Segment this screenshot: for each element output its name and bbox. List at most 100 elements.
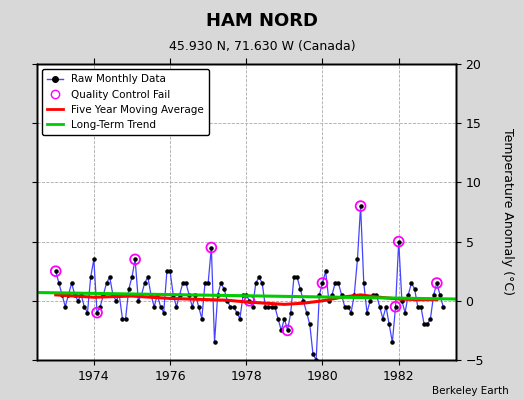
Point — [144, 274, 152, 280]
Point — [83, 310, 92, 316]
Point — [328, 292, 336, 298]
Point — [156, 304, 165, 310]
Point — [302, 310, 311, 316]
Point — [233, 310, 241, 316]
Point — [382, 304, 390, 310]
Point — [93, 310, 101, 316]
Point — [166, 268, 174, 274]
Point — [99, 292, 107, 298]
Point — [417, 304, 425, 310]
Point — [252, 280, 260, 286]
Point — [74, 298, 82, 304]
Point — [194, 304, 203, 310]
Point — [258, 280, 266, 286]
Point — [128, 274, 136, 280]
Point — [261, 304, 269, 310]
Point — [293, 274, 301, 280]
Point — [118, 315, 127, 322]
Point — [51, 268, 60, 274]
Point — [395, 238, 403, 245]
Point — [391, 304, 400, 310]
Point — [163, 268, 171, 274]
Point — [426, 315, 434, 322]
Point — [236, 315, 244, 322]
Point — [182, 280, 190, 286]
Text: Berkeley Earth: Berkeley Earth — [432, 386, 508, 396]
Point — [137, 292, 146, 298]
Point — [102, 280, 111, 286]
Y-axis label: Temperature Anomaly (°C): Temperature Anomaly (°C) — [501, 128, 514, 296]
Point — [433, 280, 441, 286]
Point — [318, 280, 326, 286]
Point — [191, 292, 200, 298]
Point — [96, 304, 104, 310]
Point — [115, 292, 124, 298]
Point — [68, 280, 76, 286]
Point — [112, 298, 120, 304]
Point — [77, 292, 85, 298]
Point — [153, 292, 161, 298]
Point — [373, 292, 381, 298]
Point — [54, 280, 63, 286]
Point — [86, 274, 95, 280]
Point — [296, 286, 304, 292]
Point — [305, 321, 314, 328]
Point — [125, 286, 133, 292]
Point — [299, 298, 308, 304]
Point — [198, 315, 206, 322]
Point — [274, 315, 282, 322]
Point — [436, 292, 444, 298]
Point — [150, 304, 158, 310]
Point — [331, 280, 340, 286]
Point — [325, 298, 333, 304]
Point — [401, 310, 409, 316]
Point — [356, 203, 365, 209]
Point — [433, 280, 441, 286]
Point — [207, 244, 215, 251]
Point — [226, 304, 235, 310]
Point — [321, 268, 330, 274]
Point — [334, 280, 343, 286]
Point — [245, 298, 254, 304]
Point — [350, 292, 358, 298]
Point — [407, 280, 416, 286]
Point — [159, 310, 168, 316]
Point — [140, 280, 149, 286]
Point — [51, 268, 60, 274]
Point — [245, 298, 254, 304]
Point — [242, 292, 250, 298]
Point — [210, 339, 219, 346]
Point — [105, 274, 114, 280]
Point — [312, 357, 320, 363]
Point — [347, 310, 355, 316]
Point — [366, 298, 374, 304]
Point — [90, 256, 98, 262]
Point — [277, 327, 286, 334]
Point — [395, 238, 403, 245]
Point — [201, 280, 209, 286]
Point — [337, 292, 346, 298]
Point — [430, 292, 438, 298]
Point — [344, 304, 352, 310]
Point — [188, 304, 196, 310]
Point — [280, 315, 289, 322]
Point — [353, 256, 362, 262]
Point — [290, 274, 298, 280]
Legend: Raw Monthly Data, Quality Control Fail, Five Year Moving Average, Long-Term Tren: Raw Monthly Data, Quality Control Fail, … — [42, 69, 209, 135]
Point — [283, 327, 292, 334]
Point — [359, 280, 368, 286]
Point — [122, 315, 130, 322]
Point — [179, 280, 187, 286]
Point — [176, 292, 184, 298]
Point — [398, 298, 406, 304]
Point — [131, 256, 139, 262]
Point — [93, 310, 101, 316]
Text: 45.930 N, 71.630 W (Canada): 45.930 N, 71.630 W (Canada) — [169, 40, 355, 53]
Point — [356, 203, 365, 209]
Point — [108, 292, 117, 298]
Point — [64, 292, 73, 298]
Point — [404, 292, 412, 298]
Point — [255, 274, 263, 280]
Point — [287, 310, 295, 316]
Point — [71, 292, 79, 298]
